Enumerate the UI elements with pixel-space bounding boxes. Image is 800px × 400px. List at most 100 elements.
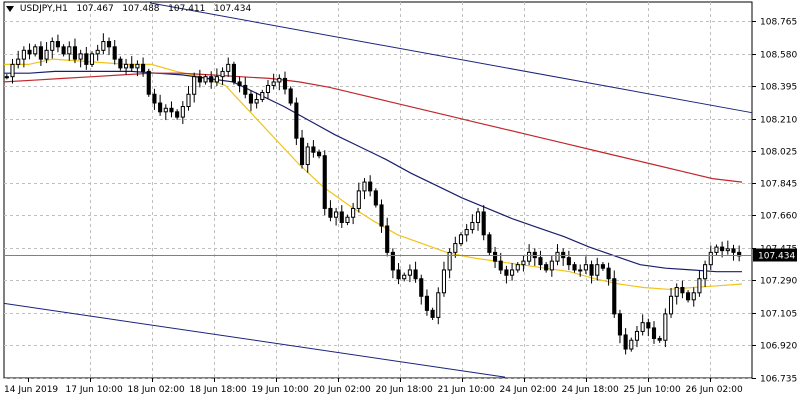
candle-body — [4, 76, 9, 79]
candle-body — [600, 264, 605, 269]
candle-body — [714, 246, 719, 253]
candle-body — [379, 204, 384, 227]
candle-body — [697, 278, 702, 294]
candle-body — [674, 287, 679, 297]
ma-mid-line — [4, 70, 742, 273]
candle-body — [33, 46, 38, 55]
candle-body — [72, 46, 78, 60]
candle-body — [10, 63, 15, 78]
candle-body — [237, 81, 242, 86]
candle-body — [515, 264, 520, 271]
candles — [4, 33, 742, 355]
candle-body — [390, 251, 395, 271]
candle-body — [481, 211, 486, 236]
candle-body — [163, 107, 168, 113]
candle-body — [356, 190, 361, 209]
candle-body — [385, 225, 390, 253]
candle-body — [345, 216, 350, 224]
candle-body — [95, 49, 100, 55]
x-tick-label: 18 Jun 02:00 — [128, 385, 185, 395]
x-tick-label: 21 Jun 10:00 — [438, 385, 495, 395]
dropdown-triangle-icon[interactable] — [6, 6, 14, 12]
candle-body — [186, 93, 191, 108]
candle-body — [612, 278, 617, 315]
candle-body — [521, 260, 526, 266]
candle-body — [27, 49, 32, 55]
candle-body — [708, 251, 713, 266]
candle-body — [538, 257, 543, 266]
candle-body — [686, 292, 691, 301]
grid — [3, 1, 753, 379]
candle-body — [231, 63, 236, 83]
candle-body — [220, 70, 225, 78]
y-tick-label: 108.395 — [760, 83, 797, 93]
candle-body — [146, 70, 151, 95]
candle-body — [271, 81, 276, 86]
candle-body — [169, 107, 174, 113]
candle-body — [589, 264, 594, 276]
candle-body — [640, 322, 645, 332]
candle-body — [339, 211, 344, 224]
candle-body — [668, 295, 674, 315]
candle-body — [470, 222, 475, 231]
candle-body — [629, 339, 634, 350]
y-tick-label: 108.765 — [760, 18, 797, 28]
candle-body — [441, 269, 447, 294]
candle-body — [691, 292, 696, 301]
y-tick-label: 108.210 — [760, 116, 797, 126]
current-price-label: 107.434 — [758, 252, 795, 262]
candle-body — [322, 155, 327, 209]
candle-body — [510, 269, 515, 276]
candle-body — [402, 274, 407, 280]
ma-slow-line — [3, 72, 743, 183]
trendlines — [3, 2, 753, 378]
candle-body — [38, 46, 43, 60]
candle-body — [55, 41, 60, 48]
candle-body — [112, 46, 117, 60]
close-value: 107.434 — [214, 4, 252, 14]
candle-body — [458, 234, 464, 245]
candle-body — [606, 267, 611, 280]
candle-body — [703, 264, 708, 280]
x-tick-label: 17 Jun 10:00 — [66, 385, 123, 395]
candle-body — [351, 207, 356, 218]
candle-body — [566, 257, 571, 266]
candle-body — [595, 264, 600, 276]
candle-body — [89, 53, 95, 65]
candle-body — [78, 53, 83, 60]
x-tick-label: 19 Jun 10:00 — [252, 385, 309, 395]
candle-body — [158, 102, 163, 113]
x-tick-label: 20 Jun 18:00 — [376, 385, 433, 395]
candle-body — [21, 49, 26, 60]
y-tick-label: 107.660 — [760, 212, 797, 222]
candle-body — [396, 269, 401, 280]
candle-body — [44, 49, 49, 60]
candle-body — [725, 248, 730, 252]
candle-body — [328, 207, 333, 218]
candle-body — [260, 91, 265, 101]
candle-body — [254, 99, 259, 104]
candle-body — [617, 313, 623, 336]
candle-body — [527, 251, 532, 262]
candle-body — [123, 63, 129, 69]
candle-body — [720, 246, 725, 252]
candle-body — [544, 264, 549, 271]
candle-body — [106, 41, 112, 48]
candle-body — [288, 88, 293, 104]
candle-body — [583, 264, 588, 271]
candle-body — [634, 330, 640, 341]
chart-header: USDJPY,H1 107.467 107.488 107.411 107.43… — [6, 4, 251, 15]
open-value: 107.467 — [76, 4, 114, 14]
candle-body — [492, 251, 498, 262]
axes: 108.765 108.580 108.395 108.210 108.025 107.8… — [4, 18, 797, 395]
candle-body — [572, 264, 577, 271]
y-tick-label: 107.105 — [760, 310, 797, 320]
candle-body — [203, 76, 208, 83]
candle-body — [419, 278, 424, 297]
candle-body — [623, 334, 628, 350]
candle-body — [504, 269, 509, 276]
current-price-badge — [753, 248, 797, 262]
y-tick-label: 107.290 — [760, 277, 797, 287]
